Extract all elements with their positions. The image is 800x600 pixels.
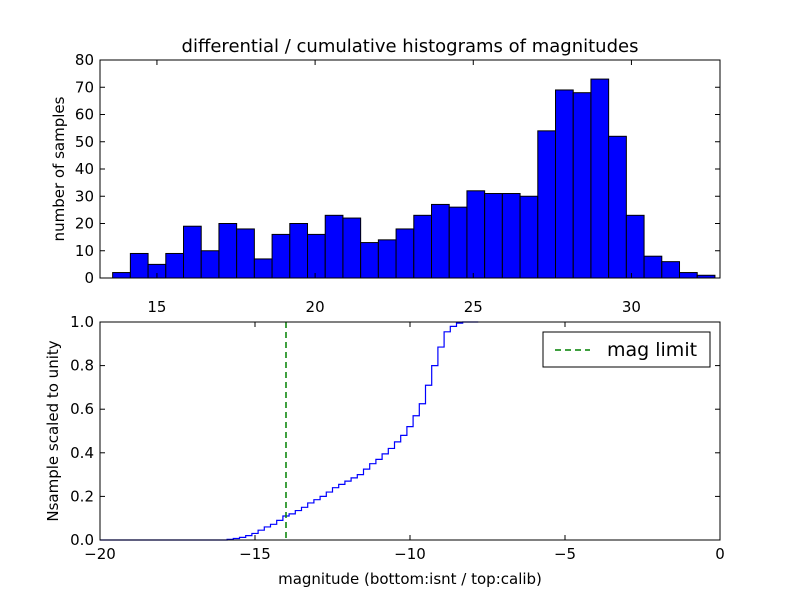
top-y-tick-label: 50 xyxy=(75,133,94,151)
histogram-bar xyxy=(342,217,362,279)
top-y-tick-label: 0 xyxy=(84,269,94,287)
bottom-x-tick-label: −15 xyxy=(239,545,271,563)
bottom-x-axis-label: magnitude (bottom:isnt / top:calib) xyxy=(278,570,542,588)
legend-mag-limit-label: mag limit xyxy=(607,339,697,361)
histogram-bar xyxy=(289,223,309,279)
bottom-lines xyxy=(100,321,479,541)
bottom-ticks: −20 −15 −10 −5 0 0.0 0.2 0.4 0.6 0.8 1.0 xyxy=(70,313,725,563)
top-y-axis-label: number of samples xyxy=(50,96,68,241)
top-x-tick-label: 20 xyxy=(306,298,325,316)
top-x-tick-label: 25 xyxy=(464,298,483,316)
histogram-bar xyxy=(679,272,698,279)
histogram-bar xyxy=(643,255,663,279)
histogram-bar xyxy=(590,78,610,279)
histogram-bar xyxy=(537,130,557,279)
bottom-y-axis-label: Nsample scaled to unity xyxy=(44,340,62,521)
bottom-x-tick-label: 0 xyxy=(715,545,725,563)
histogram-bar xyxy=(324,214,344,279)
bottom-y-tick-label: 0.8 xyxy=(70,357,94,375)
histogram-bar xyxy=(165,252,185,279)
top-x-tick-label: 30 xyxy=(622,298,641,316)
histogram-bar xyxy=(555,89,574,279)
histogram-bar xyxy=(608,135,627,279)
histogram-bar xyxy=(413,214,433,279)
top-y-tick-label: 60 xyxy=(75,106,94,124)
bottom-y-tick-label: 0.4 xyxy=(70,444,94,462)
top-x-tick-label: 15 xyxy=(147,298,166,316)
top-histogram-panel: differential / cumulative histograms of … xyxy=(50,36,721,316)
top-y-tick-label: 40 xyxy=(75,160,94,178)
histogram-bar xyxy=(431,203,450,279)
histogram-bar xyxy=(253,258,273,279)
bottom-y-tick-label: 0.2 xyxy=(70,487,94,505)
top-y-tick-label: 10 xyxy=(75,242,94,260)
histogram-bar xyxy=(395,228,415,279)
top-y-tick-label: 70 xyxy=(75,78,94,96)
bottom-x-tick-label: −5 xyxy=(554,545,576,563)
histogram-bar xyxy=(200,250,220,279)
bottom-y-tick-label: 1.0 xyxy=(70,313,94,331)
top-y-tick-label: 30 xyxy=(75,187,94,205)
legend: mag limit xyxy=(542,331,711,368)
bottom-cumulative-panel: −20 −15 −10 −5 0 0.0 0.2 0.4 0.6 0.8 1.0 Nsample s… xyxy=(44,313,725,588)
histogram-bar xyxy=(448,206,468,279)
histogram-bar xyxy=(501,193,521,279)
histogram-bar xyxy=(466,190,486,279)
histogram-bar xyxy=(112,272,131,279)
top-axes-frame xyxy=(99,59,721,279)
chart-title: differential / cumulative histograms of … xyxy=(182,36,639,57)
histogram-bar xyxy=(307,233,326,279)
histogram-bar xyxy=(129,252,149,279)
histogram-bar xyxy=(377,239,397,279)
histogram-bar xyxy=(360,242,379,279)
bottom-x-tick-label: −20 xyxy=(84,545,116,563)
histogram-bar xyxy=(218,223,238,279)
bottom-axes-frame xyxy=(99,321,721,541)
top-y-tick-label: 80 xyxy=(75,51,94,69)
histogram-bar xyxy=(236,228,255,279)
histogram-bar xyxy=(271,233,291,279)
histogram-bar xyxy=(661,261,681,279)
bottom-x-tick-label: −10 xyxy=(394,545,426,563)
histogram-bar xyxy=(519,195,539,279)
top-y-tick-label: 20 xyxy=(75,215,94,233)
bottom-y-tick-label: 0.0 xyxy=(70,531,94,549)
histogram-bar xyxy=(572,92,592,279)
bottom-y-tick-label: 0.6 xyxy=(70,400,94,418)
histogram-bar xyxy=(625,214,645,279)
top-bars xyxy=(112,78,716,279)
histogram-bar xyxy=(484,193,503,279)
histogram-bar xyxy=(183,225,202,279)
cumulative-step-line xyxy=(100,321,479,541)
